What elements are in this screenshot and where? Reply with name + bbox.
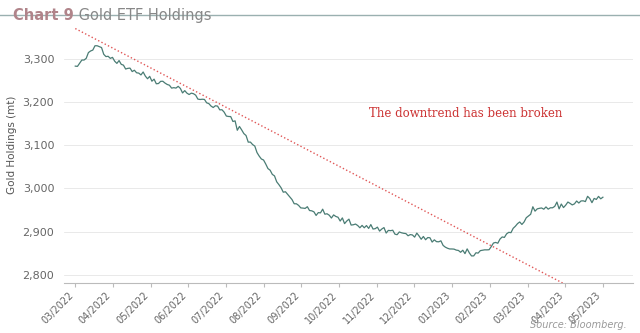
Text: Chart 9: Chart 9: [13, 8, 74, 23]
Text: Gold ETF Holdings: Gold ETF Holdings: [74, 8, 211, 23]
Text: Source: Bloomberg.: Source: Bloomberg.: [531, 320, 627, 330]
Y-axis label: Gold Holdings (mt): Gold Holdings (mt): [7, 96, 17, 194]
Text: The downtrend has been broken: The downtrend has been broken: [369, 107, 563, 120]
